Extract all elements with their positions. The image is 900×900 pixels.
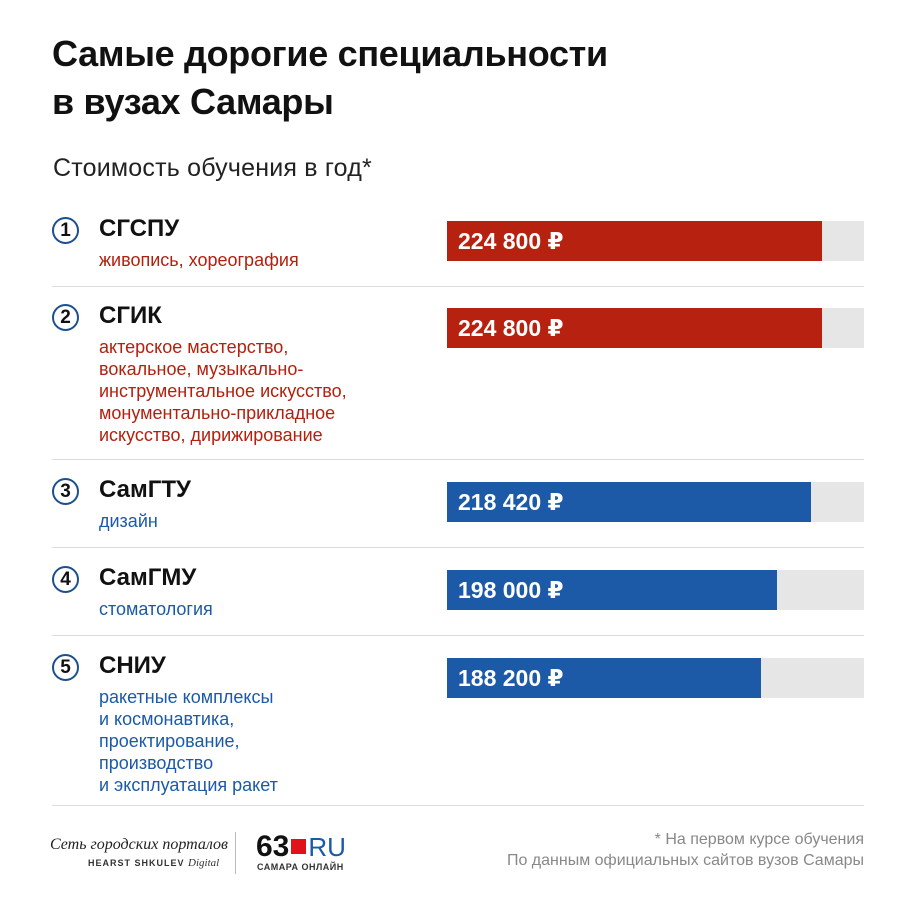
row-divider <box>52 805 864 806</box>
hearst-logo: HEARST SHKULEV Digital <box>88 857 219 869</box>
specialty-line: стоматология <box>99 599 213 619</box>
network-logo-text: Сеть городских порталов <box>50 836 228 853</box>
chart-title-line: в вузах Самары <box>52 81 334 122</box>
university-name: СамГТУ <box>99 476 191 503</box>
bar <box>447 658 761 698</box>
rank-badge: 1 <box>52 217 79 244</box>
bar <box>447 221 822 261</box>
chart-title-line: Самые дорогие специальности <box>52 33 608 74</box>
footnote: * На первом курсе обучения По данным офи… <box>507 829 864 871</box>
bar <box>447 482 811 522</box>
row-divider <box>52 459 864 460</box>
logo-ru-text: RU <box>308 832 346 862</box>
specialty-line: проектирование, <box>99 731 240 751</box>
specialty-text: стоматология <box>99 598 429 620</box>
logo-63-number: 63 <box>256 830 290 863</box>
specialty-line: ракетные комплексы <box>99 687 274 707</box>
specialty-line: производство <box>99 753 214 773</box>
chart-title: Самые дорогие специальности в вузах Сама… <box>52 30 852 126</box>
specialty-line: и космонавтика, <box>99 709 235 729</box>
rank-badge: 4 <box>52 566 79 593</box>
rank-badge: 5 <box>52 654 79 681</box>
specialty-text: дизайн <box>99 510 429 532</box>
row-divider <box>52 635 864 636</box>
bar-value-label: 224 800 ₽ <box>458 315 564 341</box>
logo-square-icon <box>291 839 307 854</box>
specialty-line: живопись, хореография <box>99 250 299 270</box>
bar-track: 188 200 ₽ <box>447 658 864 698</box>
row-divider <box>52 547 864 548</box>
footnote-line: * На первом курсе обучения <box>654 831 864 848</box>
bar-value-label: 198 000 ₽ <box>458 577 564 603</box>
logo-63-subtitle: САМАРА ОНЛАЙН <box>257 862 344 872</box>
specialty-line: монументально-прикладное <box>99 403 336 423</box>
university-name: СГИК <box>99 302 162 329</box>
bar-value-label: 188 200 ₽ <box>458 665 564 691</box>
bar-value-label: 218 420 ₽ <box>458 489 564 515</box>
bar-track: 224 800 ₽ <box>447 221 864 261</box>
university-name: СНИУ <box>99 652 166 679</box>
specialty-text: ракетные комплексы и космонавтика, проек… <box>99 686 429 796</box>
specialty-line: актерское мастерство, <box>99 337 289 357</box>
footer-divider <box>235 832 236 874</box>
footnote-line: По данным официальных сайтов вузов Самар… <box>506 852 864 869</box>
specialty-line: дизайн <box>99 511 158 531</box>
hearst-logo-text: HEARST SHKULEV <box>88 858 185 868</box>
bar-track: 198 000 ₽ <box>447 570 864 610</box>
logo-63ru: 63 RU <box>256 830 346 866</box>
specialty-text: живопись, хореография <box>99 249 429 271</box>
specialty-line: и эксплуатация ракет <box>99 775 278 795</box>
bar-value-label: 224 800 ₽ <box>458 228 564 254</box>
specialty-line: искусство, дирижирование <box>99 425 323 445</box>
university-name: СГСПУ <box>99 215 180 242</box>
specialty-text: актерское мастерство, вокальное, музыкал… <box>99 336 429 446</box>
bar-track: 224 800 ₽ <box>447 308 864 348</box>
rank-badge: 3 <box>52 478 79 505</box>
specialty-line: вокальное, музыкально- <box>99 359 304 379</box>
bar-track: 218 420 ₽ <box>447 482 864 522</box>
rank-badge: 2 <box>52 304 79 331</box>
bar <box>447 570 777 610</box>
bar <box>447 308 822 348</box>
row-divider <box>52 286 864 287</box>
university-name: СамГМУ <box>99 564 197 591</box>
hearst-digital-text: Digital <box>188 857 220 869</box>
specialty-line: инструментальное искусство, <box>99 381 347 401</box>
chart-subtitle: Стоимость обучения в год* <box>53 154 372 182</box>
